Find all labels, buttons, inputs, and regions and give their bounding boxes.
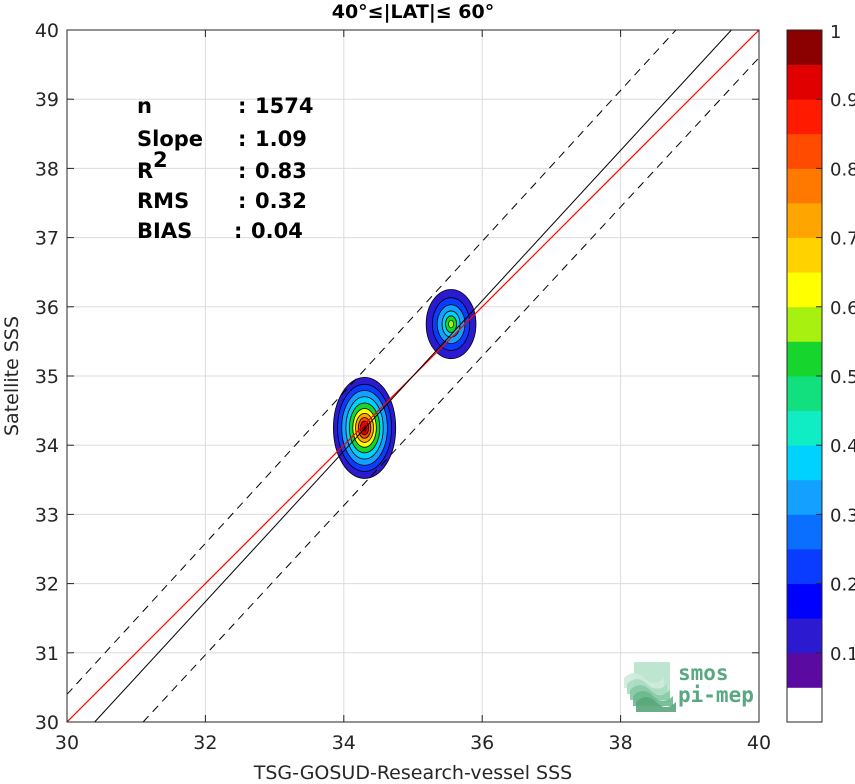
y-tick-label: 30 xyxy=(35,712,59,734)
colorbar: 0.1 0.2 0.3 0.4 0.5 0.6 0.7 0.8 0.9 1 xyxy=(786,22,855,723)
x-axis-label: TSG-GOSUD-Research-vessel SSS xyxy=(253,762,573,784)
stat-value: 0.83 xyxy=(255,159,307,183)
reference-lines xyxy=(67,30,759,722)
statistics-box: n: 1574 Slope: 1.09 R 2: 0.83 RMS: 0.32 BIAS:… xyxy=(137,94,313,243)
stat-value: 1.09 xyxy=(255,127,307,151)
colorbar-segment xyxy=(787,272,822,308)
y-tick-label: 38 xyxy=(35,158,59,180)
colorbar-tick-label: 0.6 xyxy=(830,298,855,319)
colorbar-segment xyxy=(787,99,822,135)
colorbar-tick-label: 0.3 xyxy=(830,505,855,526)
colorbar-segment xyxy=(787,30,822,65)
colorbar-segment xyxy=(787,168,822,204)
x-tick-label: 34 xyxy=(332,732,356,754)
colorbar-tick-label: 0.9 xyxy=(830,90,855,111)
colorbar-segment xyxy=(787,203,822,238)
stat-separator: : xyxy=(238,189,246,213)
logo-text-smos: smos xyxy=(678,661,729,685)
colorbar-segment xyxy=(787,652,822,688)
y-tick-label: 35 xyxy=(35,366,59,388)
colorbar-segment xyxy=(787,237,822,273)
logo-text-pimep: pi-mep xyxy=(678,683,754,707)
colorbar-segment xyxy=(787,133,822,169)
stat-value: 0.32 xyxy=(255,189,307,213)
colorbar-segment xyxy=(787,306,822,342)
stat-superscript: 2 xyxy=(153,148,168,172)
colorbar-segment xyxy=(787,64,822,100)
stat-label: BIAS xyxy=(137,219,192,243)
density-cluster xyxy=(425,289,477,360)
x-tick-label: 32 xyxy=(193,732,217,754)
stat-separator: : xyxy=(238,127,246,151)
colorbar-segment xyxy=(787,549,822,584)
stat-separator: : xyxy=(234,219,242,243)
logo-waves-icon xyxy=(624,662,676,712)
x-tick-label: 30 xyxy=(55,732,79,754)
y-axis-label: Satellite SSS xyxy=(1,316,23,436)
y-tick-label: 40 xyxy=(35,20,59,42)
stat-label: R xyxy=(137,159,153,183)
density-peak xyxy=(448,320,454,329)
upper-envelope-line xyxy=(67,30,677,695)
stat-label: Slope xyxy=(137,127,203,151)
stat-separator: : xyxy=(238,94,246,118)
colorbar-tick-label: 0.8 xyxy=(830,159,855,180)
colorbar-tick-label: 0.1 xyxy=(830,644,855,665)
colorbar-tick-label: 0.5 xyxy=(830,367,855,388)
colorbar-segment xyxy=(787,479,822,515)
density-cluster xyxy=(333,376,397,479)
stat-value: 1574 xyxy=(255,94,313,118)
colorbar-segment xyxy=(787,410,822,446)
y-tick-label: 32 xyxy=(35,574,59,596)
y-tick-label: 31 xyxy=(35,643,59,665)
colorbar-segment xyxy=(787,687,822,723)
colorbar-segment xyxy=(787,445,822,481)
y-tick-label: 39 xyxy=(35,89,59,111)
regression-line xyxy=(94,30,732,722)
stat-label: n xyxy=(137,94,152,118)
grid xyxy=(66,29,760,723)
y-tick-label: 33 xyxy=(35,504,59,526)
chart-title: 40°≤|LAT|≤ 60° xyxy=(332,1,495,23)
colorbar-tick-label: 0.7 xyxy=(830,229,855,250)
colorbar-segment xyxy=(787,514,822,550)
stat-label: RMS xyxy=(137,189,189,213)
x-tick-label: 36 xyxy=(470,732,494,754)
y-tick-label: 36 xyxy=(35,297,59,319)
stat-value: 0.04 xyxy=(251,219,303,243)
colorbar-tick-label: 0.4 xyxy=(830,436,855,457)
colorbar-segment xyxy=(787,376,822,411)
colorbar-segment xyxy=(787,583,822,619)
colorbar-segment xyxy=(787,618,822,654)
x-tick-label: 40 xyxy=(747,732,771,754)
colorbar-tick-label: 1 xyxy=(830,22,841,43)
y-tick-label: 34 xyxy=(35,435,59,457)
lower-envelope-line xyxy=(142,57,759,722)
y-tick-label: 37 xyxy=(35,228,59,250)
x-tick-label: 38 xyxy=(609,732,633,754)
axis-ticks: 30 32 34 36 38 40 30 31 32 33 34 35 36 37 38 39 40 xyxy=(35,20,771,754)
colorbar-segment xyxy=(787,341,822,377)
stat-separator: : xyxy=(238,159,246,183)
colorbar-tick-label: 0.2 xyxy=(830,575,855,596)
